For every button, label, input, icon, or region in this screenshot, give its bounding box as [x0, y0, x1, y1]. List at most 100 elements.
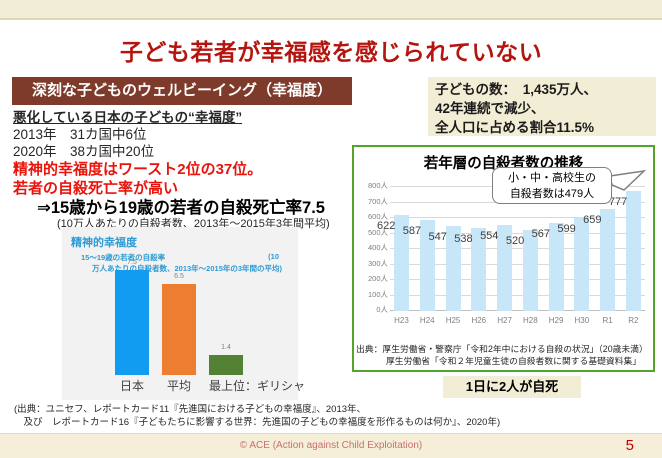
bar-column: 599 H30 — [557, 218, 590, 325]
bar — [600, 208, 616, 311]
bar-value-label: 599 — [557, 223, 576, 236]
page-title: 子ども若者が幸福感を感じられていない — [119, 39, 543, 65]
gridline — [390, 279, 645, 280]
footer-band: © ACE (Action against Child Exploitation… — [0, 433, 662, 458]
wellbeing-bar-chart: 精神的幸福度 15～19歳の若者の自殺率 (10 万人あたりの自殺者数、2013… — [62, 227, 305, 400]
gridline — [390, 232, 645, 234]
page-number: 5 — [625, 437, 634, 454]
y-tick-label: 100人 — [367, 289, 388, 299]
x-tick-label: H26 — [471, 316, 487, 325]
callout-bubble: 小・中・高校生の 自殺者数は479人 — [492, 167, 612, 204]
red-statement-1: 精神的幸福度はワースト2位の37位。 — [13, 161, 263, 178]
y-tick-label: 600人 — [367, 212, 388, 221]
chart-source: 出典：厚生労働省・警察庁「令和2年中における自殺の状況」（20歳未満） 厚生労働… — [356, 344, 654, 367]
footnote: (出典：ユニセフ、レポートカード11『先進国における子どもの幸福度』、2013年… — [14, 404, 500, 429]
gridline — [390, 294, 645, 296]
bar-value-label: 6.5 — [174, 273, 184, 280]
rank-2020: 2020年 38カ国中20位 — [13, 144, 155, 159]
bar-column: 777 R2 — [609, 190, 641, 325]
bar-column: 622 H23 — [377, 214, 409, 325]
bar — [394, 214, 409, 311]
bar — [522, 230, 538, 311]
chart-subtitle-left: 15～19歳の若者の自殺率 — [81, 253, 166, 262]
bar-column: 587 H24 — [403, 220, 435, 325]
bar — [625, 190, 641, 311]
gridline — [390, 217, 645, 218]
info-line-3: 全人口に占める割合11.5% — [435, 120, 595, 135]
top-decorative-band — [0, 0, 662, 20]
child-population-info-box: 子どもの数： 1,435万人、 42年連続で減少、 全人口に占める割合11.5% — [428, 77, 656, 136]
bar-value-label: 777 — [608, 195, 628, 208]
y-tick-label: 200人 — [367, 274, 388, 283]
bar-value-label: 7.5 — [127, 259, 137, 266]
subheading: 悪化している日本の子どもの“幸福度” — [13, 110, 243, 125]
chart-subtitle-right: (10 — [268, 252, 279, 261]
bar-column: 6.5 平均 — [162, 273, 196, 393]
highlight-box: 1日に2人が自死 — [443, 376, 581, 398]
x-tick-label: H28 — [522, 316, 538, 325]
info-line-1: 子どもの数： 1,435万人、 — [435, 82, 598, 97]
bar-column: 554 H27 — [480, 225, 513, 325]
bar-value-label: 520 — [505, 235, 525, 248]
x-tick-label: H30 — [574, 316, 590, 325]
bar-value-label: 587 — [402, 225, 422, 237]
bar-value-label: 547 — [428, 231, 447, 244]
x-tick-label: 日本 — [119, 379, 145, 393]
gridline — [390, 310, 645, 311]
bar-value-label: 538 — [454, 232, 473, 245]
callout-pointer — [610, 169, 647, 191]
bar — [471, 227, 487, 311]
bar — [445, 226, 461, 311]
y-tick-label: 400人 — [367, 243, 388, 252]
suicide-trend-chart: 若年層の自殺者数の推移 622 H23 587 H24 547 H25 538 H26 554 H… — [352, 145, 655, 372]
chart-subtitle-line2: 万人あたりの自殺者数、2013年～2015年の3年間の平均) — [92, 264, 283, 273]
bar-column: 1.4 最上位：ギリシャ — [209, 344, 305, 393]
x-tick-label: H29 — [548, 316, 564, 325]
gridline — [390, 263, 645, 265]
left-text-block: 悪化している日本の子どもの“幸福度” 2013年 31カ国中6位 2020年 3… — [13, 109, 358, 231]
bar-column: 7.5 日本 — [115, 259, 149, 393]
red-statement-2: 若者の自殺死亡率が高い — [13, 180, 179, 197]
bar-value-label: 659 — [583, 213, 602, 226]
copyright-text: © ACE (Action against Child Exploitation… — [239, 440, 423, 451]
y-tick-label: 0人 — [376, 305, 388, 314]
gridline — [390, 248, 645, 249]
bar-column: 567 H29 — [532, 223, 564, 325]
bar-group: 7.5 日本 6.5 平均 1.4 最上位：ギリシャ — [115, 259, 305, 393]
x-tick-label: R1 — [602, 316, 613, 325]
arrow-statement: ⇒15歳から19歳の若者の自殺死亡率7.5 — [37, 199, 325, 217]
chart-subtitle-line1: 15～19歳の若者の自殺率 (10 — [81, 252, 279, 263]
x-tick-label: R2 — [628, 316, 639, 325]
bar-value-label: 622 — [377, 219, 396, 232]
bar — [497, 225, 513, 311]
footnote-line-1: (出典：ユニセフ、レポートカード11『先進国における子どもの幸福度』、2013年… — [14, 404, 367, 415]
bar — [162, 284, 196, 375]
bar-column: 520 H28 — [506, 230, 538, 325]
plot-area: 622 H23 587 H24 547 H25 538 H26 554 H27 520 H28 567 H… — [368, 181, 645, 325]
x-tick-label: H23 — [394, 316, 409, 325]
source-line-1: 出典：厚生労働省・警察庁「令和2年中における自殺の状況」（20歳未満） — [356, 344, 648, 354]
bar-column: 538 H26 — [454, 227, 487, 325]
x-tick-label: 最上位：ギリシャ — [209, 379, 306, 393]
bar-value-label: 567 — [531, 228, 550, 241]
bar — [574, 218, 590, 311]
info-line-2: 42年連続で減少、 — [435, 101, 545, 116]
callout-line-2: 自殺者数は479人 — [509, 188, 595, 200]
rank-2013: 2013年 31カ国中6位 — [13, 127, 147, 142]
x-tick-label: H25 — [445, 316, 461, 325]
x-tick-label: H24 — [419, 316, 435, 325]
source-line-2: 厚生労働省「令和２年児童生徒の自殺者数に関する基礎資料集」 — [386, 355, 642, 366]
section-heading-box: 深刻な子どものウェルビーイング（幸福度） — [12, 77, 352, 105]
y-tick-label: 500人 — [367, 227, 388, 237]
callout-line-1: 小・中・高校生の — [508, 172, 596, 184]
chart-title: 精神的幸福度 — [71, 237, 137, 249]
footnote-line-2: 及び レポートカード16『子どもたちに影響する世界：先進国の子どもの幸福度を形作… — [14, 416, 501, 428]
bar — [419, 220, 435, 311]
bar-column: 659 R1 — [583, 208, 616, 325]
bar-value-label: 1.4 — [221, 344, 231, 351]
bar — [209, 355, 243, 375]
bar-column: 547 H25 — [429, 226, 461, 325]
bar-value-label: 554 — [480, 230, 499, 243]
x-tick-label: H27 — [497, 316, 512, 325]
